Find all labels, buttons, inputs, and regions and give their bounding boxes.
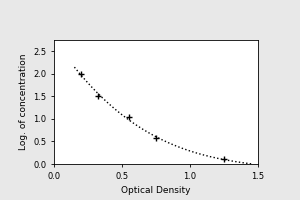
- Y-axis label: Log. of concentration: Log. of concentration: [19, 54, 28, 150]
- X-axis label: Optical Density: Optical Density: [121, 186, 191, 195]
